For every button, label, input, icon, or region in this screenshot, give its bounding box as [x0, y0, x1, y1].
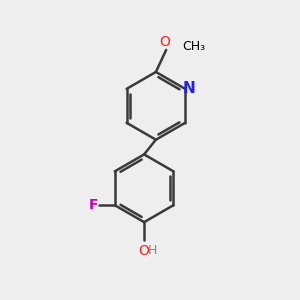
Text: CH₃: CH₃ [182, 40, 206, 53]
Text: N: N [183, 81, 195, 96]
Text: F: F [89, 198, 98, 212]
Text: H: H [148, 244, 157, 257]
Text: O: O [139, 244, 149, 258]
Text: O: O [159, 35, 170, 49]
